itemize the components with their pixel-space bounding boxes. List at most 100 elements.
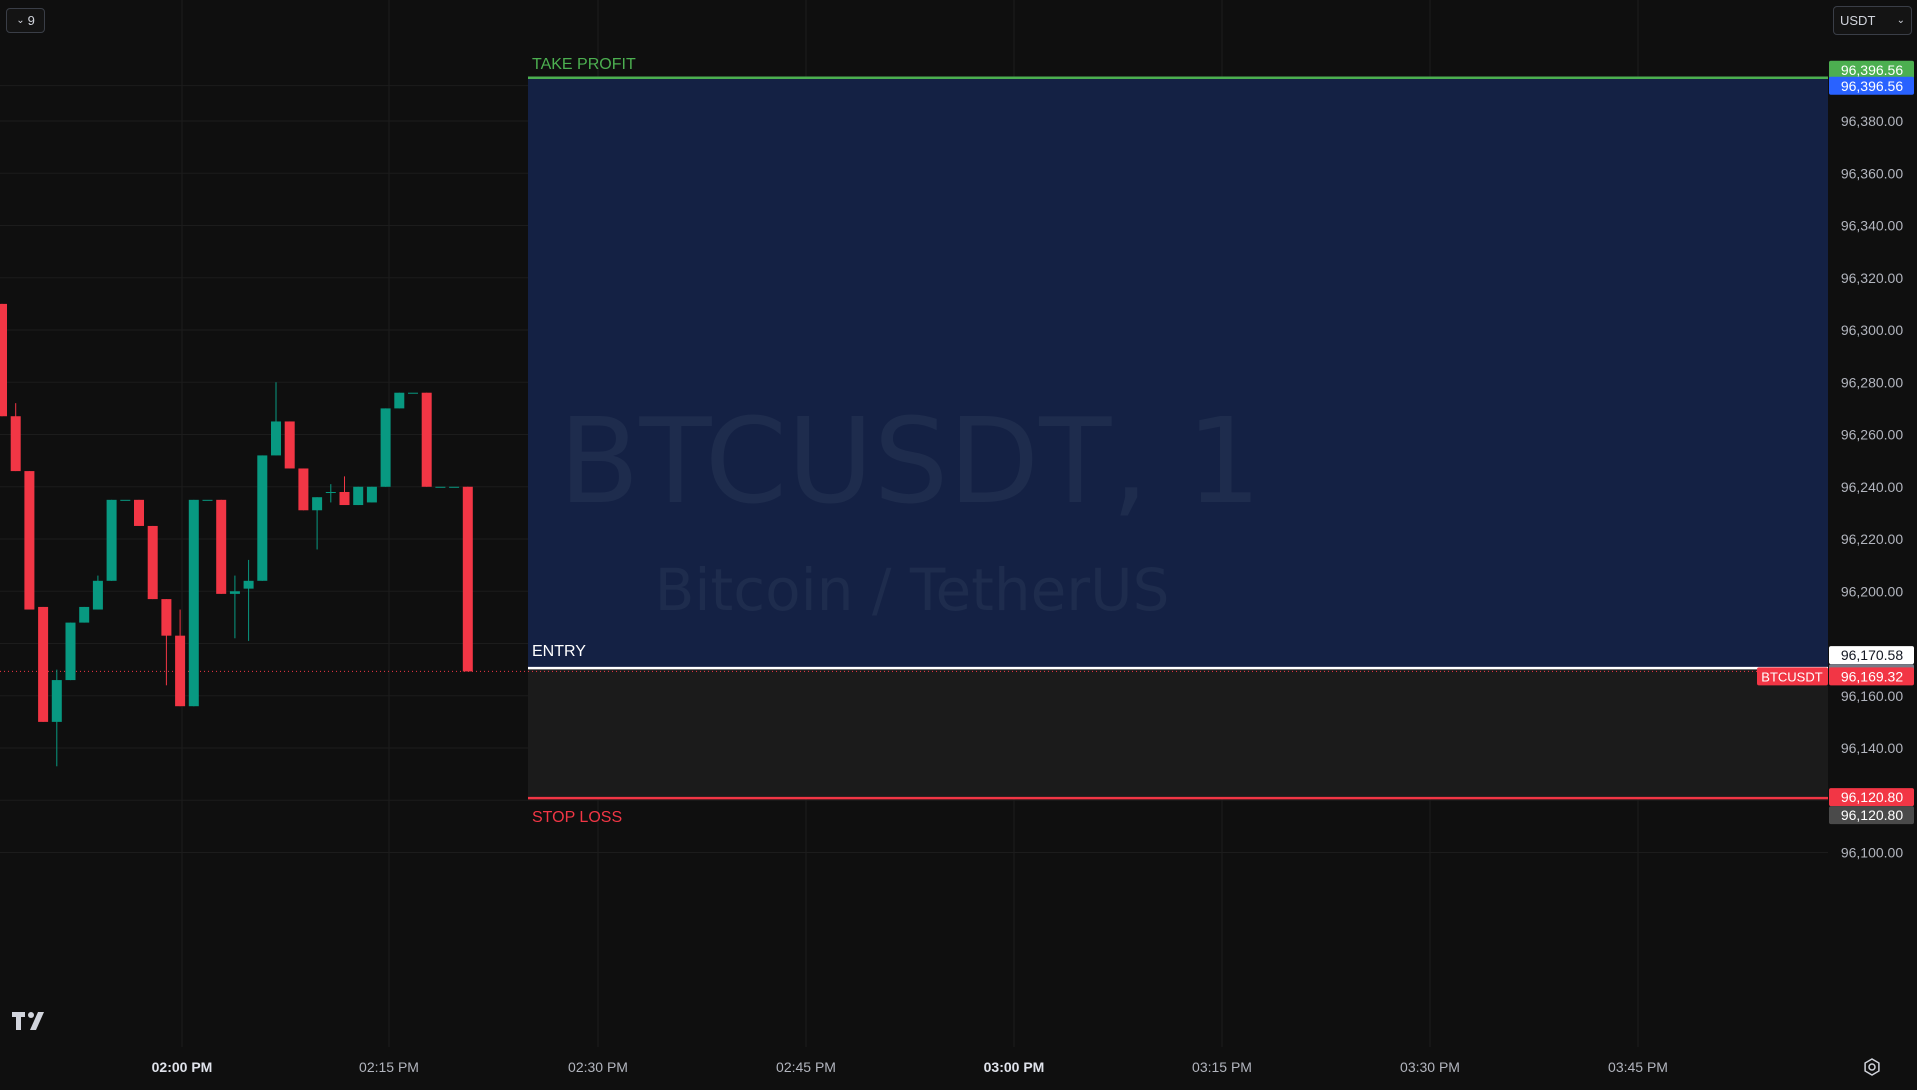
candle: [229, 575, 240, 639]
candle-body: [161, 599, 172, 636]
chevron-down-icon: ⌄: [1896, 15, 1905, 26]
price-label-text: 96,170.58: [1841, 647, 1903, 663]
price-label[interactable]: 96,170.58: [1829, 646, 1914, 665]
price-label-text: 96,396.56: [1841, 62, 1903, 78]
price-tick-label: 96,260.00: [1841, 427, 1903, 443]
candle: [161, 599, 172, 686]
candle: [147, 525, 158, 600]
candle-body: [366, 486, 377, 503]
price-label-text: 96,169.32: [1841, 668, 1903, 684]
candle-body: [134, 499, 144, 526]
price-tick-label: 96,300.00: [1841, 322, 1903, 338]
candle-body: [449, 486, 460, 488]
candle: [394, 392, 405, 409]
candle-body: [257, 455, 268, 581]
candle: [188, 499, 199, 707]
candle-body: [462, 486, 473, 672]
time-axis[interactable]: 02:00 PM 02:15 PM 02:30 PM 02:45 PM 03:00 PM…: [0, 1047, 1828, 1090]
candle: [339, 476, 350, 506]
price-label[interactable]: 96,120.80: [1829, 788, 1914, 807]
price-label[interactable]: 96,169.32 BTCUSDT: [1757, 667, 1914, 686]
price-label[interactable]: 96,396.56: [1829, 60, 1914, 79]
candle: [243, 559, 254, 641]
time-tick-label: 02:15 PM: [359, 1059, 419, 1075]
take-profit-label: TAKE PROFIT: [532, 56, 636, 73]
candle-body: [380, 408, 391, 487]
price-label-text: 96,120.80: [1841, 789, 1903, 805]
price-label-text: 96,396.56: [1841, 78, 1903, 94]
price-label[interactable]: 96,396.56: [1829, 76, 1914, 95]
symbol-tag-text: BTCUSDT: [1761, 669, 1822, 684]
time-tick-label: 03:45 PM: [1608, 1059, 1668, 1075]
price-label[interactable]: 96,120.80: [1829, 806, 1914, 825]
price-tick-label: 96,360.00: [1841, 165, 1903, 181]
price-tick-label: 96,200.00: [1841, 583, 1903, 599]
candle-body: [229, 591, 240, 594]
price-label-box: [1829, 806, 1914, 825]
time-tick-label: 02:30 PM: [568, 1059, 628, 1075]
candle-body: [0, 303, 7, 417]
price-tick-label: 96,240.00: [1841, 479, 1903, 495]
candle: [175, 609, 186, 707]
indicator-count: 9: [27, 13, 35, 28]
candle-body: [216, 499, 227, 594]
candle: [65, 622, 76, 681]
candle: [408, 392, 418, 394]
candle: [435, 486, 446, 488]
time-tick-label: 02:45 PM: [776, 1059, 836, 1075]
tradingview-logo-icon[interactable]: [12, 1010, 52, 1032]
candle-body: [51, 680, 62, 722]
price-label-box: [1829, 60, 1914, 79]
candle-body: [65, 622, 76, 681]
indicators-collapse-button[interactable]: ⌄ 9: [6, 8, 45, 33]
candle-body: [38, 606, 49, 722]
symbol-tag-box: [1757, 667, 1828, 686]
candle-body: [24, 471, 35, 610]
price-label-box: [1829, 788, 1914, 807]
price-label-box: [1829, 646, 1914, 665]
candle-body: [435, 486, 446, 488]
price-tick-label: 96,280.00: [1841, 374, 1903, 390]
candle-body: [284, 421, 295, 469]
candle: [10, 403, 21, 472]
profit-zone[interactable]: [528, 77, 1828, 669]
candle: [284, 421, 295, 469]
time-tick-label: 03:30 PM: [1400, 1059, 1460, 1075]
candle: [271, 382, 281, 456]
candle: [202, 499, 213, 501]
price-axis[interactable]: 96,100.00 96,140.00 96,160.00 96,200.00 96,2…: [1757, 0, 1917, 1090]
candle: [449, 486, 460, 488]
candle-body: [312, 497, 323, 511]
time-axis-background: [0, 1047, 1828, 1090]
time-tick-label: 02:00 PM: [152, 1059, 213, 1075]
position-tool[interactable]: [528, 77, 1828, 799]
candle: [92, 575, 103, 610]
settings-gear-icon[interactable]: [1862, 1057, 1882, 1077]
candle: [51, 669, 62, 767]
loss-zone[interactable]: [528, 668, 1828, 799]
candle: [106, 499, 117, 581]
candle: [0, 303, 7, 417]
currency-select[interactable]: USDT ⌄: [1833, 6, 1912, 35]
price-tick-label: 96,380.00: [1841, 113, 1903, 129]
candle: [79, 606, 90, 623]
candle-body: [243, 580, 254, 589]
candle-body: [421, 392, 432, 487]
candle: [462, 486, 473, 672]
candle-body: [188, 499, 199, 707]
candle: [216, 499, 227, 594]
candle-body: [408, 392, 418, 394]
candle: [325, 484, 336, 503]
price-tick-label: 96,320.00: [1841, 270, 1903, 286]
candle-body: [79, 606, 90, 623]
position-levels[interactable]: TAKE PROFIT ENTRY STOP LOSS: [528, 56, 1828, 826]
price-label-box: [1829, 76, 1914, 95]
price-tick-label: 96,140.00: [1841, 740, 1903, 756]
watermark-subtitle: Bitcoin / TetherUS: [655, 556, 1170, 624]
price-label-text: 96,120.80: [1841, 807, 1903, 823]
candlestick-series: [0, 303, 473, 767]
price-tick-label: 96,220.00: [1841, 531, 1903, 547]
candle: [353, 486, 364, 506]
candle-body: [175, 635, 186, 707]
